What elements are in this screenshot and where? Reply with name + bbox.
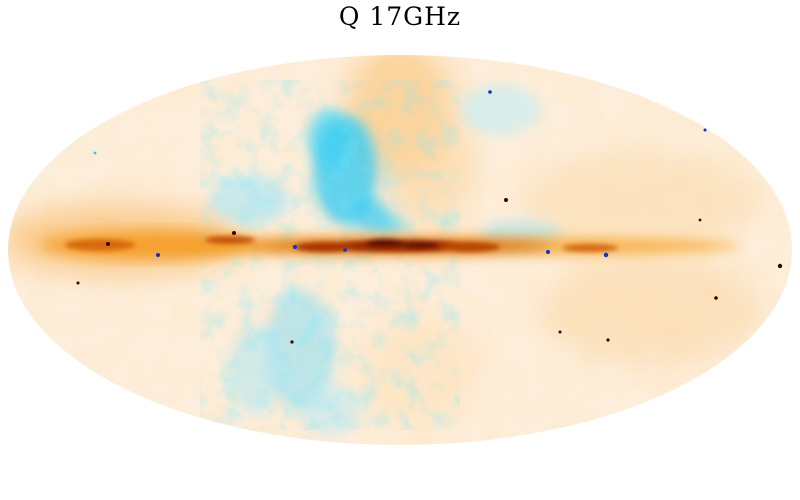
map-title: Q 17GHz	[338, 2, 462, 31]
sky-map-body	[8, 55, 792, 445]
sky-map	[0, 50, 800, 450]
point-sources	[76, 90, 783, 344]
